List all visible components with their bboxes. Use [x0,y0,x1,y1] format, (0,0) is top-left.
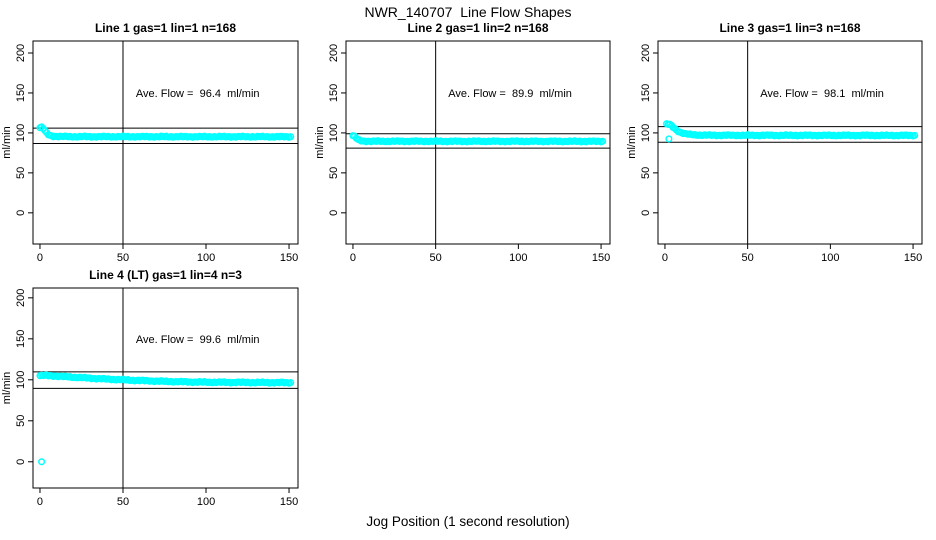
x-tick-label: 100 [821,252,839,264]
ave-flow-annotation: Ave. Flow = 98.1 ml/min [760,88,884,100]
y-tick-label: 200 [328,44,340,62]
series-points [349,132,607,146]
y-tick-label: 0 [15,459,27,465]
ave-flow-annotation: Ave. Flow = 99.6 ml/min [136,334,260,346]
plot-box [32,40,299,245]
panel-line-4: Line 4 (LT) gas=1 lin=4 n=3 0 50 100 150 0 50 1… [1,268,299,508]
panel-line-1: Line 1 gas=1 lin=1 n=168 0 50 100 150 0 50 100 1… [1,21,299,264]
data-point [911,131,919,139]
y-tick-label: 150 [15,84,27,102]
figure-xlabel: Jog Position (1 second resolution) [366,514,570,529]
y-tick-label: 100 [640,124,652,142]
y-tick-label: 50 [15,167,27,179]
data-point-outlier [665,135,673,143]
y-tick-label: 0 [328,210,340,216]
data-point [287,133,295,141]
y-axis-label: ml/min [1,126,13,158]
figure-title: NWR_140707 Line Flow Shapes [364,4,572,20]
y-tick-label: 50 [640,167,652,179]
y-tick-label: 100 [15,371,27,389]
plot-box [657,40,923,245]
y-axis-label: ml/min [314,126,326,158]
x-tick-label: 0 [37,496,43,508]
series-points [663,120,919,143]
y-tick-label: 100 [15,124,27,142]
x-tick-label: 150 [280,496,298,508]
panel-title: Line 1 gas=1 lin=1 n=168 [95,21,236,35]
x-tick-label: 50 [742,252,754,264]
series-points [36,123,295,141]
y-tick-label: 150 [640,84,652,102]
x-tick-label: 0 [350,252,356,264]
x-tick-label: 50 [117,496,129,508]
x-tick-label: 0 [37,252,43,264]
data-point-outlier [38,458,46,466]
y-tick-label: 200 [640,44,652,62]
y-tick-label: 150 [15,330,27,348]
ave-flow-annotation: Ave. Flow = 96.4 ml/min [136,88,260,100]
series-points [36,371,295,466]
y-tick-label: 50 [15,415,27,427]
data-point [287,379,295,387]
x-tick-label: 150 [280,252,298,264]
y-tick-label: 200 [15,289,27,307]
y-axis-label: ml/min [1,372,13,404]
x-tick-label: 50 [117,252,129,264]
panel-title: Line 2 gas=1 lin=2 n=168 [407,21,548,35]
y-tick-label: 150 [328,84,340,102]
y-tick-label: 200 [15,44,27,62]
x-tick-label: 50 [430,252,442,264]
x-tick-label: 150 [592,252,610,264]
data-point [599,137,607,145]
panel-title: Line 3 gas=1 lin=3 n=168 [719,21,860,35]
x-tick-label: 100 [509,252,527,264]
plot-box [32,287,299,489]
ave-flow-annotation: Ave. Flow = 89.9 ml/min [448,88,572,100]
y-axis-label: ml/min [626,126,638,158]
panel-line-2: Line 2 gas=1 lin=2 n=168 0 50 100 150 0 50 100 1… [314,21,611,264]
x-tick-label: 100 [197,252,215,264]
y-tick-label: 100 [328,124,340,142]
y-tick-label: 50 [328,167,340,179]
x-tick-label: 0 [662,252,668,264]
y-tick-label: 0 [15,210,27,216]
plot-box [345,40,611,245]
panel-line-3: Line 3 gas=1 lin=3 n=168 0 50 100 150 0 50 100 1… [626,21,923,264]
x-tick-label: 100 [197,496,215,508]
x-tick-label: 150 [904,252,922,264]
panel-title: Line 4 (LT) gas=1 lin=4 n=3 [89,268,242,282]
y-tick-label: 0 [640,210,652,216]
